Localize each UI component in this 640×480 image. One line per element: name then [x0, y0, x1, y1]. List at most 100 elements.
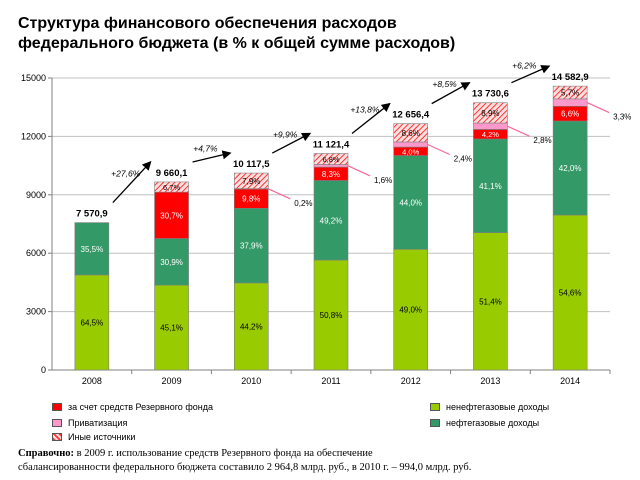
y-tick-label: 3000	[26, 307, 46, 317]
data-label-other: 7,9%	[242, 177, 260, 186]
data-label-oil: 30,9%	[160, 258, 183, 267]
growth-label: +13,8%	[350, 105, 380, 115]
bar-nonoil	[393, 248, 429, 371]
y-tick-label: 9000	[26, 190, 46, 200]
bar-privat	[313, 164, 349, 168]
legend-swatch-oil	[430, 419, 440, 427]
bar-nonoil	[154, 284, 189, 371]
x-tick-label: 2008	[82, 376, 102, 386]
bar-nonoil	[473, 232, 508, 371]
legend-label-oil: нефтегазовые доходы	[446, 418, 540, 428]
legend-swatch-other	[52, 433, 62, 441]
bar-privat	[473, 122, 508, 130]
data-label-privat: 3,3%	[613, 113, 631, 122]
data-label-other: 8,9%	[481, 109, 499, 118]
growth-arrow	[112, 160, 152, 204]
bar-reserve	[154, 191, 189, 239]
data-label-oil: 37,9%	[240, 242, 263, 251]
note-text-2: сбалансированности федерального бюджета …	[18, 462, 472, 473]
total-label: 12 656,4	[392, 110, 430, 121]
data-label-nonoil: 45,1%	[160, 324, 183, 333]
bar-privat	[552, 98, 588, 107]
data-label-oil: 49,2%	[320, 216, 343, 225]
growth-label: +4,7%	[193, 143, 218, 153]
bar-nonoil	[313, 259, 349, 371]
bar-nonoil	[74, 274, 110, 371]
x-tick-label: 2012	[401, 376, 421, 386]
data-label-nonoil: 54,6%	[559, 289, 582, 298]
total-label: 7 570,9	[76, 209, 108, 220]
privat-leader-line	[268, 188, 291, 200]
bar-oil	[154, 238, 189, 286]
data-label-other: 8,6%	[402, 129, 420, 138]
chart-title: Структура финансового обеспечения расход…	[18, 14, 618, 54]
growth-arrow	[511, 65, 551, 84]
privat-leader-line	[427, 143, 450, 156]
bar-oil	[552, 120, 588, 216]
legend-label-other: Иные источники	[68, 432, 136, 442]
stacked-bar-chart: 0 3000 6000 9000 12000 15000 2008 64,5% 35,5% 7 5…	[21, 60, 631, 386]
legend-swatch-nonoil	[430, 403, 440, 411]
privat-leader-line	[586, 102, 610, 114]
privat-leader-line	[507, 125, 530, 137]
note-label: Справочно:	[18, 448, 75, 459]
total-label: 13 730,6	[472, 89, 509, 100]
title-line-1: Структура финансового обеспечения расход…	[18, 15, 397, 32]
data-label-other: 6,8%	[322, 155, 339, 164]
legend-item-other: Иные источники	[52, 432, 135, 442]
data-label-nonoil: 50,8%	[320, 311, 343, 320]
growth-label: +9,9%	[273, 129, 298, 139]
legend-label-reserve: за счет средств Резервного фонда	[68, 402, 213, 412]
bar-nonoil	[552, 214, 588, 371]
bar-other	[313, 153, 349, 165]
data-label-oil: 44,0%	[399, 198, 422, 207]
data-label-oil: 41,1%	[479, 182, 502, 191]
x-tick-label: 2009	[162, 376, 182, 386]
data-label-reserve: 30,7%	[160, 211, 183, 220]
data-label-reserve: 8,3%	[322, 170, 340, 179]
x-tick-label: 2011	[321, 376, 340, 386]
growth-label: +8,5%	[432, 79, 457, 89]
legend-swatch-reserve	[52, 403, 62, 411]
x-tick-label: 2010	[241, 376, 261, 386]
legend-label-privat: Приватизация	[68, 418, 128, 428]
total-label: 10 117,5	[233, 159, 270, 170]
bar-oil	[74, 222, 110, 276]
title-line-2: федерального бюджета (в % к общей сумме …	[18, 35, 456, 52]
x-tick-label: 2014	[560, 376, 580, 386]
data-label-reserve: 4,0%	[402, 147, 419, 156]
total-label: 9 660,1	[156, 168, 188, 179]
bar-oil	[313, 180, 349, 261]
data-label-privat: 1,6%	[374, 176, 392, 185]
legend-label-nonoil: ненефтегазовые доходы	[446, 402, 550, 412]
data-label-nonoil: 64,5%	[81, 318, 104, 327]
bar-other	[473, 102, 508, 124]
note-line-1: Справочно: в 2009 г. использование средс…	[18, 447, 628, 461]
legend-swatch-privat	[52, 419, 62, 427]
data-label-reserve: 4,2%	[482, 130, 499, 139]
data-label-oil: 42,0%	[559, 164, 582, 173]
y-tick-label: 0	[41, 365, 46, 375]
data-label-other: 6,7%	[163, 183, 180, 192]
total-label: 14 582,9	[552, 72, 589, 83]
y-tick-label: 6000	[26, 248, 46, 258]
y-tick-label: 12000	[21, 131, 46, 141]
growth-arrow	[431, 82, 471, 105]
data-label-reserve: 6,6%	[561, 110, 579, 119]
data-label-nonoil: 51,4%	[479, 297, 502, 306]
total-label: 11 121,4	[313, 140, 350, 151]
data-label-nonoil: 49,0%	[399, 306, 422, 315]
bar-oil	[233, 208, 269, 284]
privat-leader-line	[347, 165, 371, 177]
bar-privat	[393, 141, 429, 148]
growth-arrow	[192, 150, 232, 163]
data-label-nonoil: 44,2%	[240, 322, 263, 331]
bar-nonoil	[233, 282, 269, 371]
bar-other	[552, 85, 588, 100]
bar-other	[233, 172, 269, 189]
growth-label: +27,6%	[111, 168, 141, 178]
legend-item-reserve: за счет средств Резервного фонда	[52, 402, 213, 412]
y-tick-label: 15000	[21, 73, 46, 83]
growth-label: +6,2%	[512, 60, 537, 70]
bar-oil	[473, 138, 508, 233]
